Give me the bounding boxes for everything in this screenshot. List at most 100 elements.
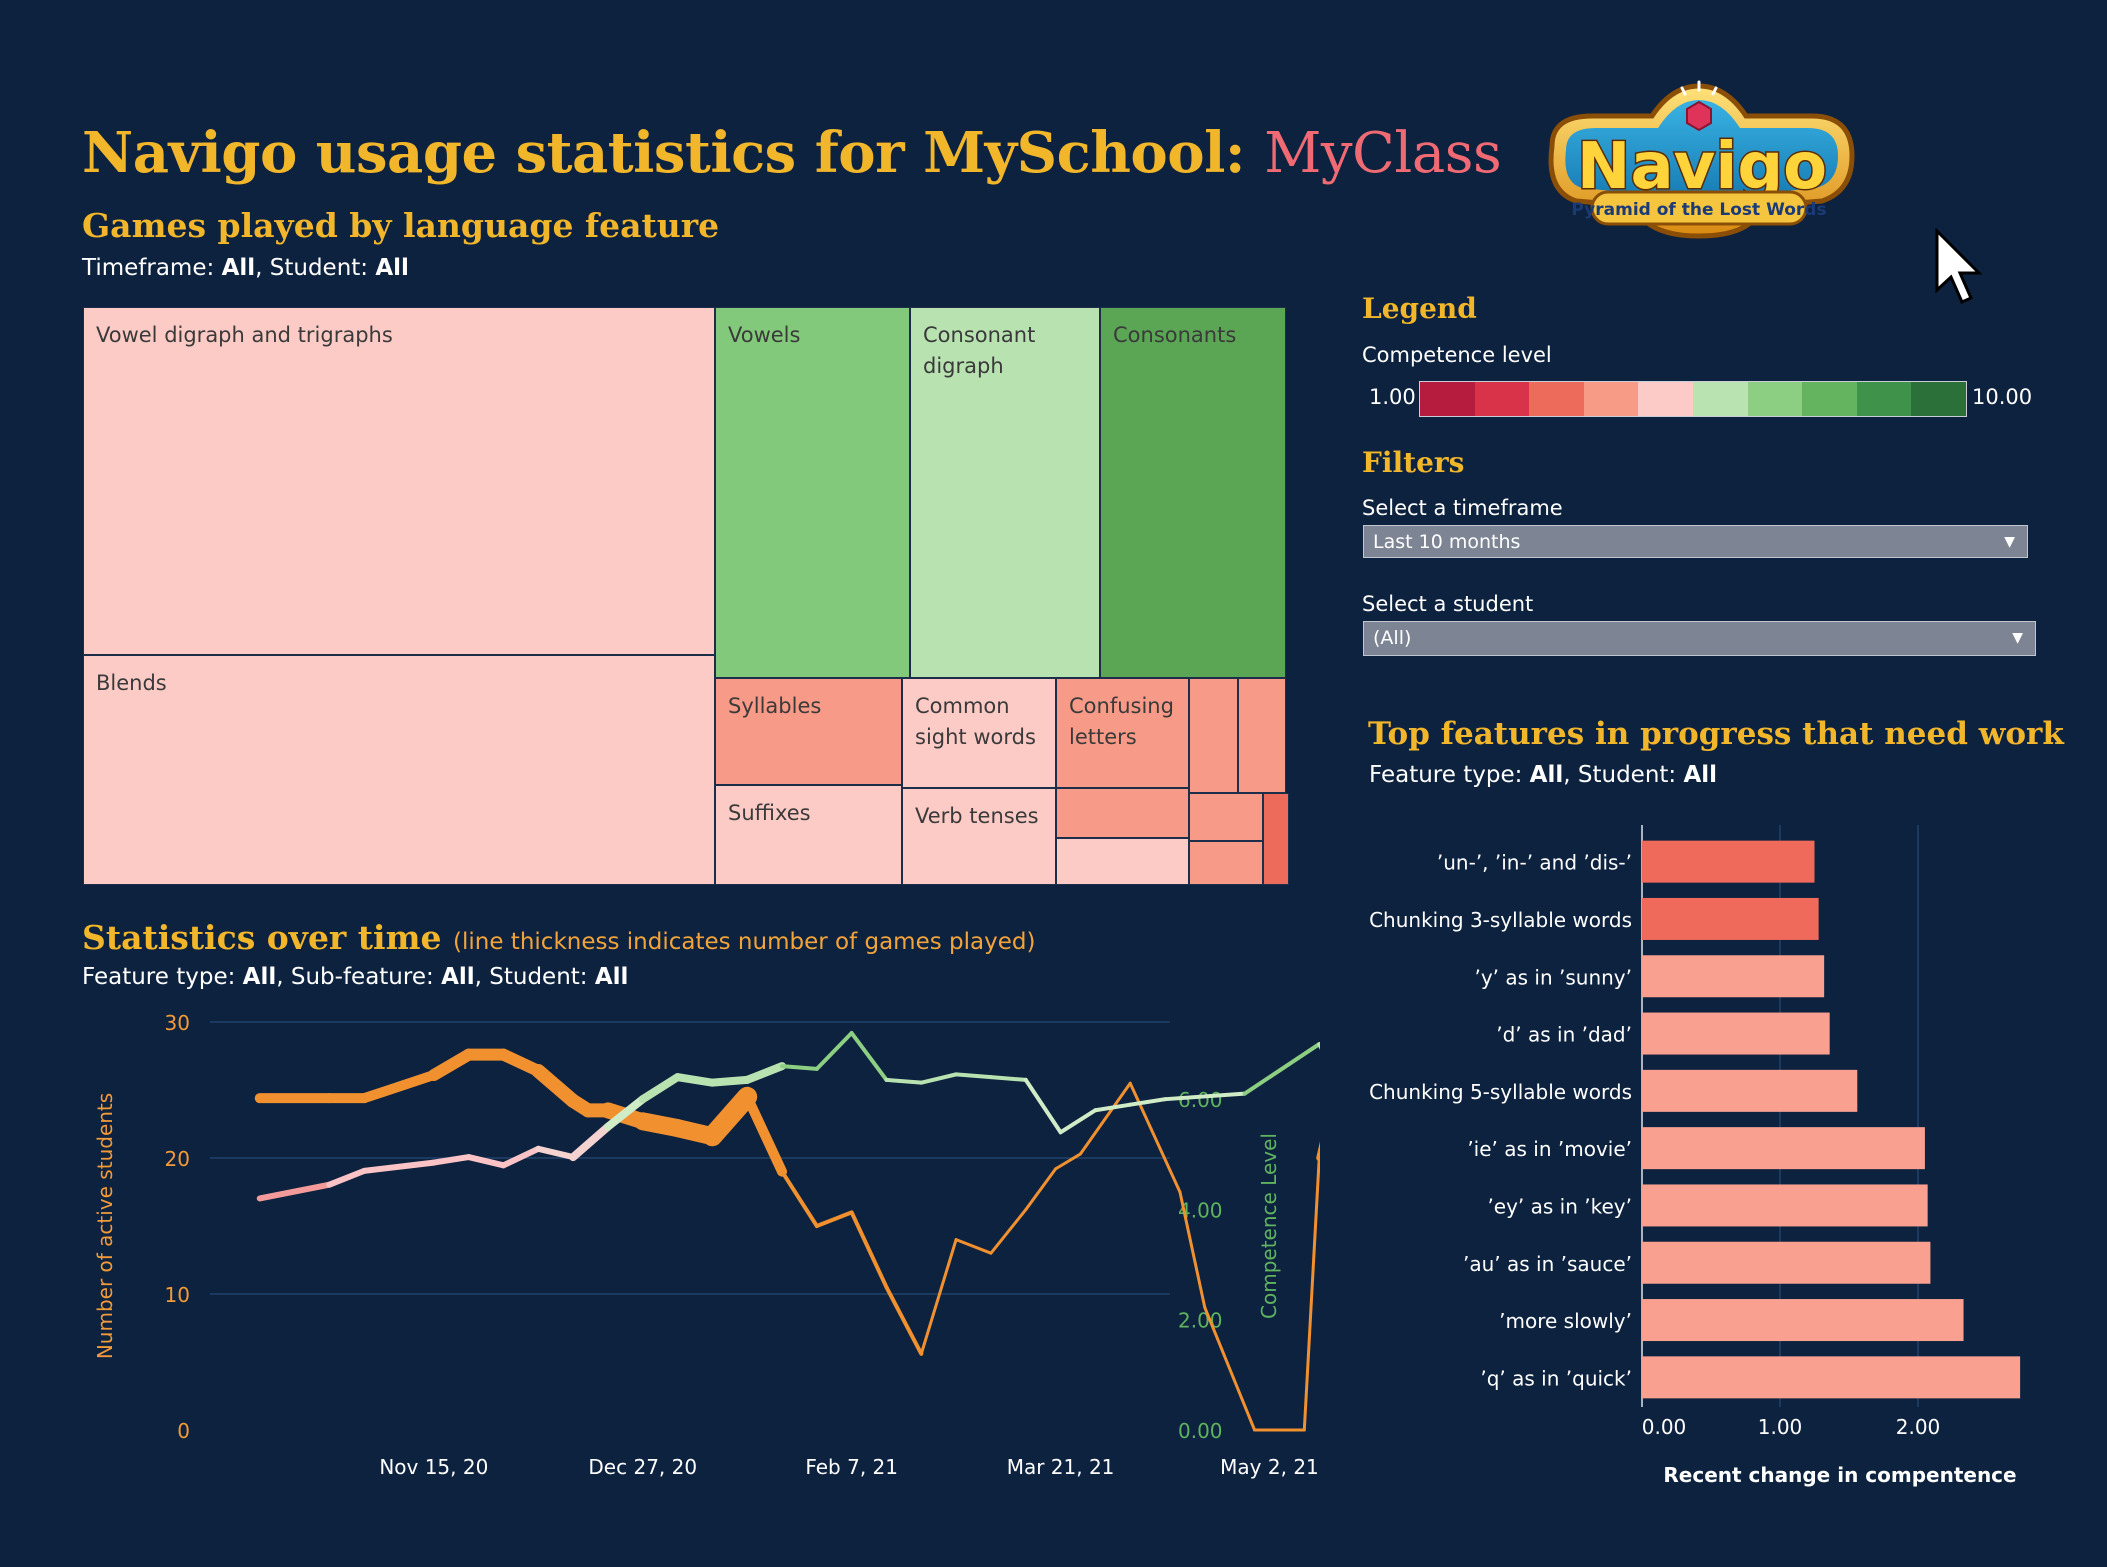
bar[interactable] <box>1642 1012 1830 1055</box>
bar-category-label: ’ie’ as in ’movie’ <box>1467 1137 1632 1161</box>
bar[interactable] <box>1642 1356 2021 1399</box>
bar[interactable] <box>1642 1127 1925 1170</box>
students-line-segment <box>427 1048 475 1082</box>
treemap-title: Games played by language feature <box>82 206 720 245</box>
bar-category-label: Chunking 5-syllable words <box>1369 1080 1632 1104</box>
treemap-cell-confusing-letters[interactable]: Confusing letters <box>1056 678 1189 788</box>
legend-title: Legend <box>1362 292 1477 325</box>
bar-category-label: ’q’ as in ’quick’ <box>1480 1366 1632 1390</box>
treemap-filters: Timeframe: All, Student: All <box>82 255 409 281</box>
legend-caption: Competence level <box>1362 343 1552 367</box>
treemap-cell-verb-tenses[interactable]: Verb tenses <box>902 788 1056 885</box>
treemap-cell-blends[interactable]: Blends <box>83 655 715 885</box>
competence-line-segment <box>1058 1108 1098 1135</box>
treemap-cell-vowel-digraph[interactable]: Vowel digraph and trigraphs <box>83 307 715 655</box>
treemap-cell-suffixes[interactable]: Suffixes <box>715 785 902 885</box>
x-tick-label: May 2, 21 <box>1220 1455 1319 1479</box>
treemap-cell-small[interactable] <box>1056 788 1189 838</box>
line-chart-note: (line thickness indicates number of game… <box>453 929 1036 955</box>
students-line-segment <box>849 1210 889 1290</box>
bar[interactable] <box>1642 897 1819 940</box>
bar[interactable] <box>1642 1299 1964 1342</box>
student-select[interactable]: (All) ▼ <box>1363 621 2036 656</box>
treemap-cell-small[interactable] <box>1238 678 1286 793</box>
legend-swatch <box>1856 382 1912 416</box>
x-tick-label: Feb 7, 21 <box>805 1455 898 1479</box>
legend-swatch <box>1692 382 1748 416</box>
competence-line-segment <box>430 1154 472 1166</box>
competence-line-segment <box>673 1073 717 1087</box>
bar[interactable] <box>1642 1241 1931 1284</box>
legend-min-label: 1.00 <box>1369 385 1416 409</box>
treemap-cell-small[interactable] <box>1189 678 1238 793</box>
competence-line-segment <box>708 1075 752 1087</box>
y-right-axis-title: Competence Level <box>1257 1133 1281 1319</box>
treemap-cell-consonants[interactable]: Consonants <box>1100 307 1286 678</box>
timeframe-select[interactable]: Last 10 months ▼ <box>1363 525 2028 558</box>
bar-chart-filters: Feature type: All, Student: All <box>1369 762 1718 788</box>
competence-line-segment <box>780 1064 819 1071</box>
competence-line-segment <box>603 1095 647 1131</box>
treemap-cell-small[interactable] <box>1263 793 1289 885</box>
students-line-segment <box>989 1208 1028 1255</box>
students-line-segment <box>1054 1152 1082 1171</box>
treemap-cell-small[interactable] <box>1056 838 1189 885</box>
competence-line-segment <box>361 1159 437 1174</box>
treemap-cell-syllables[interactable]: Syllables <box>715 678 902 785</box>
bar-category-label: ’y’ as in ’sunny’ <box>1474 965 1632 989</box>
students-line-segment <box>702 1086 758 1147</box>
bar-category-label: ’more slowly’ <box>1499 1309 1632 1333</box>
x-tick-label: Mar 21, 21 <box>1007 1455 1115 1479</box>
x-tick-label: 0.00 <box>1642 1415 1687 1439</box>
students-line-segment <box>1178 1190 1207 1310</box>
competence-line-segment <box>884 1077 924 1085</box>
bar-category-label: ’d’ as in ’dad’ <box>1496 1023 1632 1047</box>
treemap: Vowel digraph and trigraphs Blends Vowel… <box>83 307 1289 885</box>
competence-line-segment <box>1242 1042 1320 1096</box>
competence-line-segment <box>326 1167 368 1188</box>
students-line-segment <box>1302 1156 1320 1432</box>
treemap-cell-common-sight-words[interactable]: Common sight words <box>902 678 1056 788</box>
x-tick-label: Dec 27, 20 <box>588 1455 697 1479</box>
treemap-cell-small[interactable] <box>1189 841 1263 885</box>
bar[interactable] <box>1642 1069 1858 1112</box>
treemap-cell-consonant-digraph[interactable]: Consonant digraph <box>910 307 1100 678</box>
chevron-down-icon: ▼ <box>2012 630 2023 646</box>
bar[interactable] <box>1642 840 1815 883</box>
y-left-axis-title: Number of active students <box>93 1093 117 1359</box>
competence-line-segment <box>465 1154 507 1169</box>
treemap-cell-vowels[interactable]: Vowels <box>715 307 910 678</box>
bar[interactable] <box>1642 1184 1928 1227</box>
y-right-tick-label: 2.00 <box>1178 1309 1223 1333</box>
students-line-segment <box>742 1091 788 1177</box>
chevron-down-icon: ▼ <box>2004 534 2015 550</box>
competence-line-segment <box>954 1072 993 1080</box>
legend-swatch <box>1638 382 1693 416</box>
bar-category-label: ’ey’ as in ’key’ <box>1487 1194 1632 1218</box>
title-prefix: Navigo usage statistics for MySchool: <box>82 120 1246 186</box>
competence-line-segment <box>743 1062 787 1084</box>
y-left-tick-label: 0 <box>177 1419 190 1443</box>
bar[interactable] <box>1642 955 1825 998</box>
competence-line-segment <box>814 1031 854 1071</box>
y-left-tick-label: 30 <box>165 1011 190 1035</box>
students-line-segment <box>954 1238 993 1255</box>
competence-line-segment <box>919 1072 959 1085</box>
logo-tagline: Pyramid of the Lost Words <box>1571 200 1826 220</box>
competence-line-segment <box>1163 1091 1247 1102</box>
legend-max-label: 10.00 <box>1972 385 2033 409</box>
dashboard-title: Navigo usage statistics for MySchool: My… <box>82 120 1502 186</box>
bar-chart: ’un-’, ’in-’ and ’dis-’ Chunking 3-syllab… <box>1369 825 2021 1487</box>
legend-swatch <box>1583 382 1639 416</box>
competence-line-segment <box>988 1075 1028 1082</box>
legend-color-ramp <box>1419 381 1967 417</box>
mouse-cursor-icon <box>1934 227 1984 314</box>
treemap-cell-small[interactable] <box>1189 793 1263 841</box>
students-line-segment <box>531 1063 581 1108</box>
y-left-tick-label: 10 <box>165 1283 190 1307</box>
y-left-tick-label: 20 <box>165 1147 190 1171</box>
bar-chart-title: Top features in progress that need work <box>1368 716 2064 752</box>
competence-line-segment <box>569 1122 612 1162</box>
timeframe-value: Last 10 months <box>1373 531 1521 553</box>
